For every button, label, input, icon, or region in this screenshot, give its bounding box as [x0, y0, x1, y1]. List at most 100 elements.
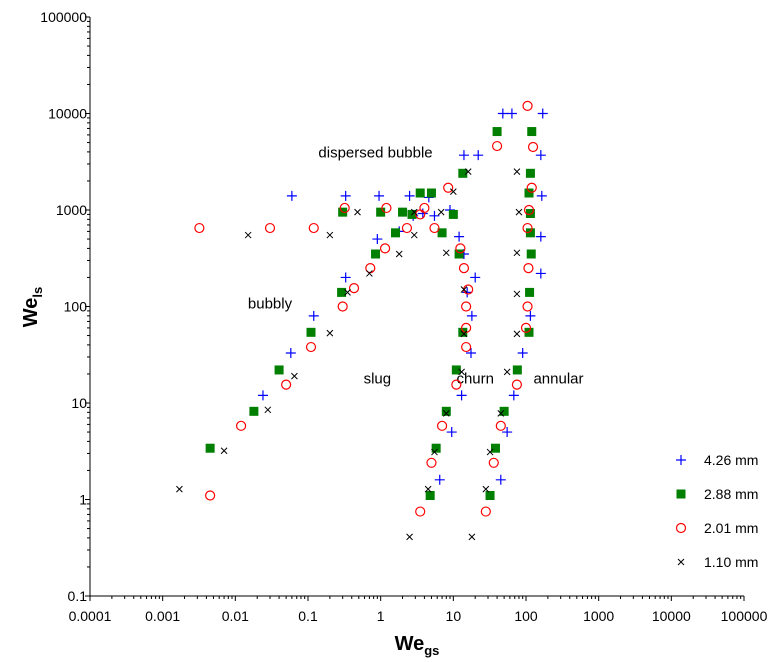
data-point-square: [512, 365, 522, 375]
series-circle: [194, 100, 539, 517]
data-point-plus: [340, 272, 351, 283]
y-axis-title: Wels: [20, 287, 45, 327]
legend-label: 2.01 mm: [704, 520, 758, 536]
data-point-plus: [537, 108, 548, 119]
data-point-square: [274, 365, 284, 375]
data-point-circle: [527, 141, 539, 153]
y-tick-label: 10: [71, 395, 87, 411]
data-point-circle: [523, 262, 534, 274]
data-point-square: [525, 228, 535, 238]
data-point-plus: [535, 268, 546, 279]
data-point-circle: [305, 341, 317, 353]
x-axis-title-sub: gs: [424, 643, 439, 658]
data-point-square: [448, 209, 458, 219]
data-point-cross: [486, 448, 494, 456]
x-axis-title: Wegs: [395, 633, 440, 658]
data-point-square: [415, 188, 425, 198]
y-tick-label: 100: [64, 299, 88, 315]
series-square: [205, 127, 537, 501]
data-point-square: [337, 287, 347, 297]
data-point-plus: [535, 231, 546, 242]
data-point-cross: [406, 533, 413, 541]
data-point-square: [306, 327, 316, 337]
data-point-cross: [244, 231, 252, 239]
legend-marker-cross: [677, 558, 685, 566]
data-point-cross: [410, 208, 418, 216]
data-point-cross: [326, 329, 334, 337]
y-axis-title-main: We: [20, 298, 42, 328]
data-point-cross: [344, 289, 351, 296]
data-point-square: [524, 188, 534, 198]
data-point-circle: [436, 420, 448, 431]
data-point-square: [526, 249, 536, 259]
y-tick-label: 0.1: [68, 588, 88, 604]
data-point-plus: [536, 190, 547, 201]
x-tick-label: 100000: [721, 608, 768, 624]
data-point-plus: [502, 427, 513, 438]
data-point-square: [371, 249, 381, 259]
data-point-circle: [523, 204, 535, 216]
data-point-plus: [470, 272, 481, 283]
data-point-circle: [337, 301, 348, 312]
y-tick-label: 100000: [40, 9, 87, 25]
data-point-plus: [456, 390, 467, 401]
x-tick-label: 10: [446, 608, 462, 624]
data-point-circle: [526, 182, 537, 193]
data-point-square: [437, 228, 447, 238]
y-tick-label: 1000: [56, 202, 87, 218]
data-point-cross: [437, 208, 445, 216]
data-point-circle: [264, 222, 276, 234]
data-point-square: [490, 443, 500, 453]
legend: 4.26 mm 2.88 mm 2.01 mm 1.10 mm: [675, 452, 758, 570]
data-point-plus: [506, 108, 517, 119]
data-point-cross: [515, 208, 523, 216]
x-axis-title-main: We: [395, 633, 425, 655]
data-point-cross: [497, 410, 505, 417]
data-point-cross: [354, 208, 361, 216]
data-point-cross: [513, 330, 521, 338]
data-point-plus: [372, 234, 383, 245]
data-point-plus: [308, 310, 319, 321]
data-point-cross: [366, 270, 373, 277]
x-tick-label: 0.001: [145, 608, 180, 624]
data-point-plus: [286, 190, 297, 201]
data-point-plus: [508, 390, 519, 401]
data-point-circle: [443, 182, 454, 193]
data-point-cross: [513, 168, 521, 175]
data-point-cross: [460, 330, 468, 338]
region-label: churn: [456, 370, 494, 387]
series-plus: [257, 108, 548, 485]
data-point-plus: [458, 150, 469, 161]
data-point-square: [525, 168, 535, 178]
data-point-plus: [462, 287, 473, 298]
data-point-cross: [410, 231, 418, 239]
region-labels: dispersed bubble bubbly slug churn annular: [248, 144, 584, 387]
data-point-plus: [465, 347, 476, 358]
data-point-circle: [522, 301, 533, 312]
data-point-circle: [458, 262, 470, 274]
data-point-plus: [473, 150, 484, 161]
data-point-plus: [454, 231, 465, 242]
data-point-circle: [205, 490, 216, 501]
data-point-circle: [495, 420, 506, 431]
data-point-square: [390, 228, 400, 238]
data-point-cross: [464, 168, 472, 175]
y-axis-title-sub: ls: [30, 287, 45, 298]
ticks: [85, 16, 745, 601]
data-point-circle: [194, 222, 205, 234]
data-point-circle: [348, 283, 360, 294]
data-points: [176, 100, 548, 541]
data-point-plus: [495, 474, 506, 485]
data-point-plus: [340, 190, 351, 201]
data-point-cross: [513, 290, 521, 298]
data-point-square: [525, 208, 535, 218]
data-point-circle: [415, 506, 426, 517]
data-point-cross: [326, 231, 334, 239]
data-point-square: [525, 287, 535, 297]
data-point-cross: [442, 249, 450, 257]
data-point-square: [425, 491, 435, 501]
data-point-square: [249, 406, 259, 416]
data-point-cross: [513, 249, 521, 257]
region-label: slug: [364, 370, 392, 387]
data-point-circle: [511, 379, 523, 390]
